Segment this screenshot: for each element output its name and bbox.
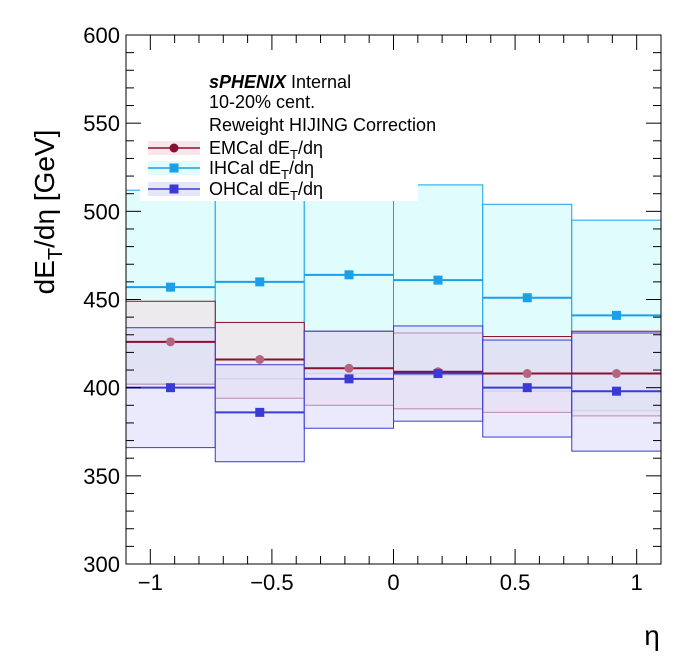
x-tick-label: 1 [631, 570, 643, 595]
y-axis-title-main: dE [29, 260, 60, 294]
marker-2-4 [522, 383, 532, 393]
legend-label-1: IHCal dET/dη [209, 158, 314, 182]
marker-2-5 [611, 386, 621, 396]
legend-label-2: OHCal dET/dη [209, 179, 323, 203]
marker-0-1 [255, 354, 265, 364]
legend-label-suffix: /dη [289, 158, 314, 178]
y-tick-labels: 300 350 400 450 500 550 600 [83, 23, 120, 577]
x-tick-label: 0 [387, 570, 399, 595]
legend-label-sub: T [281, 167, 289, 182]
marker-1-0 [166, 282, 176, 292]
annotation-brand-suffix: Internal [286, 72, 351, 92]
y-tick-label: 550 [83, 111, 120, 136]
legend-marker-0 [169, 143, 179, 153]
data-marks [126, 270, 661, 417]
y-tick-label: 350 [83, 464, 120, 489]
legend-label-prefix: EMCal dE [209, 138, 290, 158]
y-tick-label: 300 [83, 552, 120, 577]
marker-2-2 [344, 374, 354, 384]
annotation-brand-name: sPHENIX [209, 72, 287, 92]
marker-0-5 [611, 369, 621, 379]
legend-label-prefix: OHCal dE [209, 179, 290, 199]
x-tick-labels: −1 −0.5 0 0.5 1 [138, 570, 643, 595]
annotation-correction: Reweight HIJING Correction [209, 115, 436, 135]
marker-2-0 [166, 383, 176, 393]
marker-1-1 [255, 277, 265, 287]
y-tick-label: 400 [83, 376, 120, 401]
marker-1-5 [611, 310, 621, 320]
legend-label-suffix: /dη [298, 179, 323, 199]
y-axis-title-sub: T [45, 248, 67, 260]
marker-0-4 [522, 369, 532, 379]
y-tick-label: 600 [83, 23, 120, 48]
axis-ticks [125, 34, 662, 565]
marker-2-3 [433, 369, 443, 379]
annotation-centrality: 10-20% cent. [209, 92, 315, 112]
y-axis-title-rest: /dη [GeV] [29, 130, 60, 248]
legend-label-prefix: IHCal dE [209, 158, 281, 178]
marker-1-4 [522, 293, 532, 303]
legend-label-sub: T [290, 188, 298, 203]
x-tick-label: 0.5 [500, 570, 531, 595]
legend-label-0: EMCal dET/dη [209, 138, 323, 162]
x-axis-title: η [644, 620, 660, 651]
legend-label-sub: T [290, 147, 298, 162]
annotation-brand: sPHENIX Internal [209, 72, 351, 92]
marker-2-1 [255, 407, 265, 417]
legend-marker-1 [169, 163, 179, 173]
y-tick-label: 500 [83, 199, 120, 224]
legend-label-suffix: /dη [298, 138, 323, 158]
y-tick-label: 450 [83, 288, 120, 313]
legend-marker-2 [169, 184, 179, 194]
plot-annotations: sPHENIX Internal 10-20% cent. Reweight H… [209, 72, 436, 135]
uncertainty-bands [125, 175, 662, 463]
x-tick-label: −1 [138, 570, 163, 595]
marker-1-2 [344, 270, 354, 280]
x-tick-label: −0.5 [250, 570, 293, 595]
marker-1-3 [433, 275, 443, 285]
y-axis-title: dET/dη [GeV] [29, 130, 67, 295]
marker-0-2 [344, 363, 354, 373]
marker-0-0 [166, 337, 176, 347]
